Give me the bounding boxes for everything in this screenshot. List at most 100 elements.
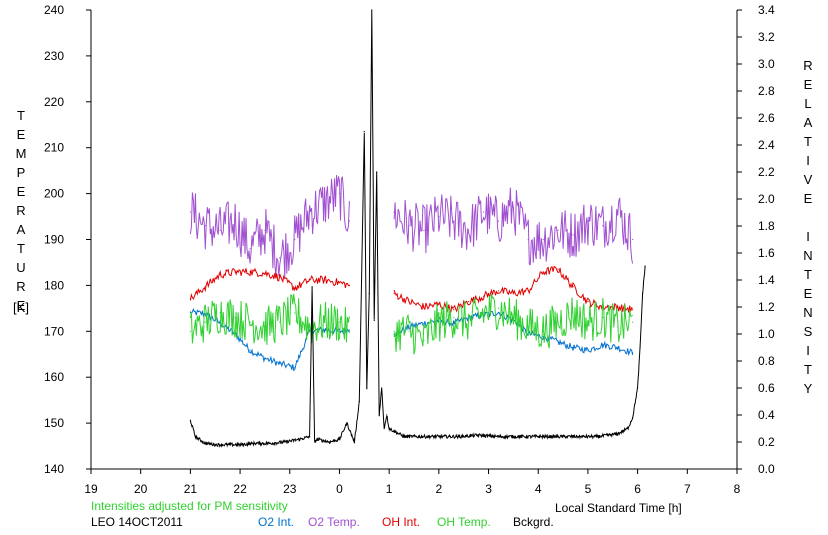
data-point bbox=[453, 309, 455, 311]
left-tick-label: 200 bbox=[44, 187, 64, 201]
data-point bbox=[284, 441, 286, 443]
data-point bbox=[527, 238, 529, 241]
data-point bbox=[371, 9, 373, 11]
x-tick-label: 23 bbox=[283, 482, 297, 496]
legend-oh-temp: OH Temp. bbox=[437, 515, 491, 529]
data-point bbox=[468, 321, 470, 323]
data-point bbox=[478, 434, 480, 436]
data-point bbox=[617, 433, 619, 435]
x-tick-label: 6 bbox=[634, 482, 641, 496]
data-point bbox=[264, 272, 266, 274]
right-tick-label: 0.8 bbox=[758, 354, 775, 368]
data-point bbox=[557, 436, 559, 438]
data-point bbox=[234, 220, 236, 222]
left-axis-unit: [K] bbox=[13, 300, 29, 315]
series-oh-int bbox=[189, 265, 634, 314]
series-bckgrd bbox=[189, 9, 646, 448]
data-point bbox=[527, 326, 529, 328]
data-point bbox=[497, 311, 500, 313]
data-point bbox=[587, 301, 589, 303]
data-point bbox=[189, 311, 191, 313]
data-point bbox=[497, 307, 500, 309]
data-point bbox=[189, 330, 191, 332]
data-point bbox=[438, 215, 440, 218]
data-point bbox=[234, 271, 236, 273]
data-point bbox=[323, 321, 326, 323]
data-point bbox=[572, 346, 574, 349]
data-point bbox=[346, 422, 348, 424]
tick-labels: 1401501601701801902002102202302400.00.20… bbox=[44, 3, 775, 496]
data-point bbox=[264, 357, 266, 359]
data-point bbox=[249, 349, 251, 351]
data-point bbox=[309, 326, 311, 328]
left-tick-label: 150 bbox=[44, 416, 64, 430]
data-point bbox=[363, 130, 365, 133]
legend-oh-int: OH Int. bbox=[382, 515, 421, 529]
right-tick-label: 2.0 bbox=[758, 192, 775, 206]
data-point bbox=[348, 284, 350, 286]
data-point bbox=[323, 279, 326, 281]
data-point bbox=[279, 321, 281, 323]
data-point bbox=[239, 444, 241, 446]
data-point bbox=[219, 274, 221, 276]
left-tick-label: 160 bbox=[44, 370, 64, 384]
left-tick-label: 190 bbox=[44, 233, 64, 247]
data-point bbox=[204, 442, 206, 444]
data-point bbox=[309, 436, 311, 438]
left-tick-label: 180 bbox=[44, 278, 64, 292]
legend: O2 Int. O2 Temp. OH Int. OH Temp. Bckgrd… bbox=[0, 515, 828, 531]
data-point bbox=[403, 436, 405, 438]
data-point bbox=[482, 312, 485, 314]
data-point bbox=[229, 444, 231, 446]
series-line-0-0 bbox=[189, 308, 350, 372]
data-point bbox=[572, 286, 574, 288]
data-point bbox=[219, 229, 221, 231]
data-point bbox=[294, 238, 296, 241]
data-point bbox=[204, 313, 206, 315]
data-point bbox=[617, 326, 619, 328]
x-tick-label: 8 bbox=[734, 482, 741, 496]
data-point bbox=[587, 349, 589, 351]
series-layer bbox=[189, 9, 646, 448]
data-point bbox=[348, 220, 350, 222]
right-tick-label: 2.4 bbox=[758, 138, 775, 152]
data-point bbox=[219, 312, 221, 314]
right-tick-label: 1.6 bbox=[758, 246, 775, 260]
data-point bbox=[632, 321, 634, 323]
left-axis-label: T E M P E R A T U R E bbox=[15, 108, 27, 313]
data-point bbox=[294, 367, 296, 369]
data-point bbox=[537, 436, 539, 438]
data-point bbox=[194, 436, 196, 438]
data-point bbox=[577, 436, 579, 438]
left-tick-label: 220 bbox=[44, 95, 64, 109]
data-point bbox=[637, 387, 639, 389]
series-line-1-1 bbox=[393, 187, 634, 266]
data-point bbox=[423, 339, 425, 342]
data-point bbox=[393, 330, 395, 332]
data-point bbox=[641, 292, 644, 295]
series-line-3-0 bbox=[189, 293, 350, 345]
left-tick-label: 210 bbox=[44, 141, 64, 155]
data-point bbox=[378, 414, 380, 416]
data-point bbox=[254, 442, 256, 444]
series-o2-temp bbox=[189, 175, 634, 277]
data-point bbox=[189, 211, 191, 213]
series-line-2-0 bbox=[189, 267, 350, 301]
data-point bbox=[388, 427, 390, 430]
data-point bbox=[338, 193, 341, 195]
data-point bbox=[557, 229, 559, 231]
x-tick-label: 3 bbox=[485, 482, 492, 496]
data-point bbox=[458, 436, 460, 438]
x-tick-label: 20 bbox=[134, 482, 148, 496]
data-point bbox=[423, 229, 425, 231]
x-tick-label: 7 bbox=[684, 482, 691, 496]
legend-o2-int: O2 Int. bbox=[258, 515, 295, 529]
series-oh-temp bbox=[189, 293, 634, 355]
sensitivity-note: Intensities adjusted for PM sensitivity bbox=[91, 499, 288, 513]
x-tick-label: 19 bbox=[84, 482, 98, 496]
data-point bbox=[204, 286, 206, 288]
data-point bbox=[338, 282, 341, 284]
data-point bbox=[264, 229, 266, 231]
right-tick-label: 0.4 bbox=[758, 408, 775, 422]
